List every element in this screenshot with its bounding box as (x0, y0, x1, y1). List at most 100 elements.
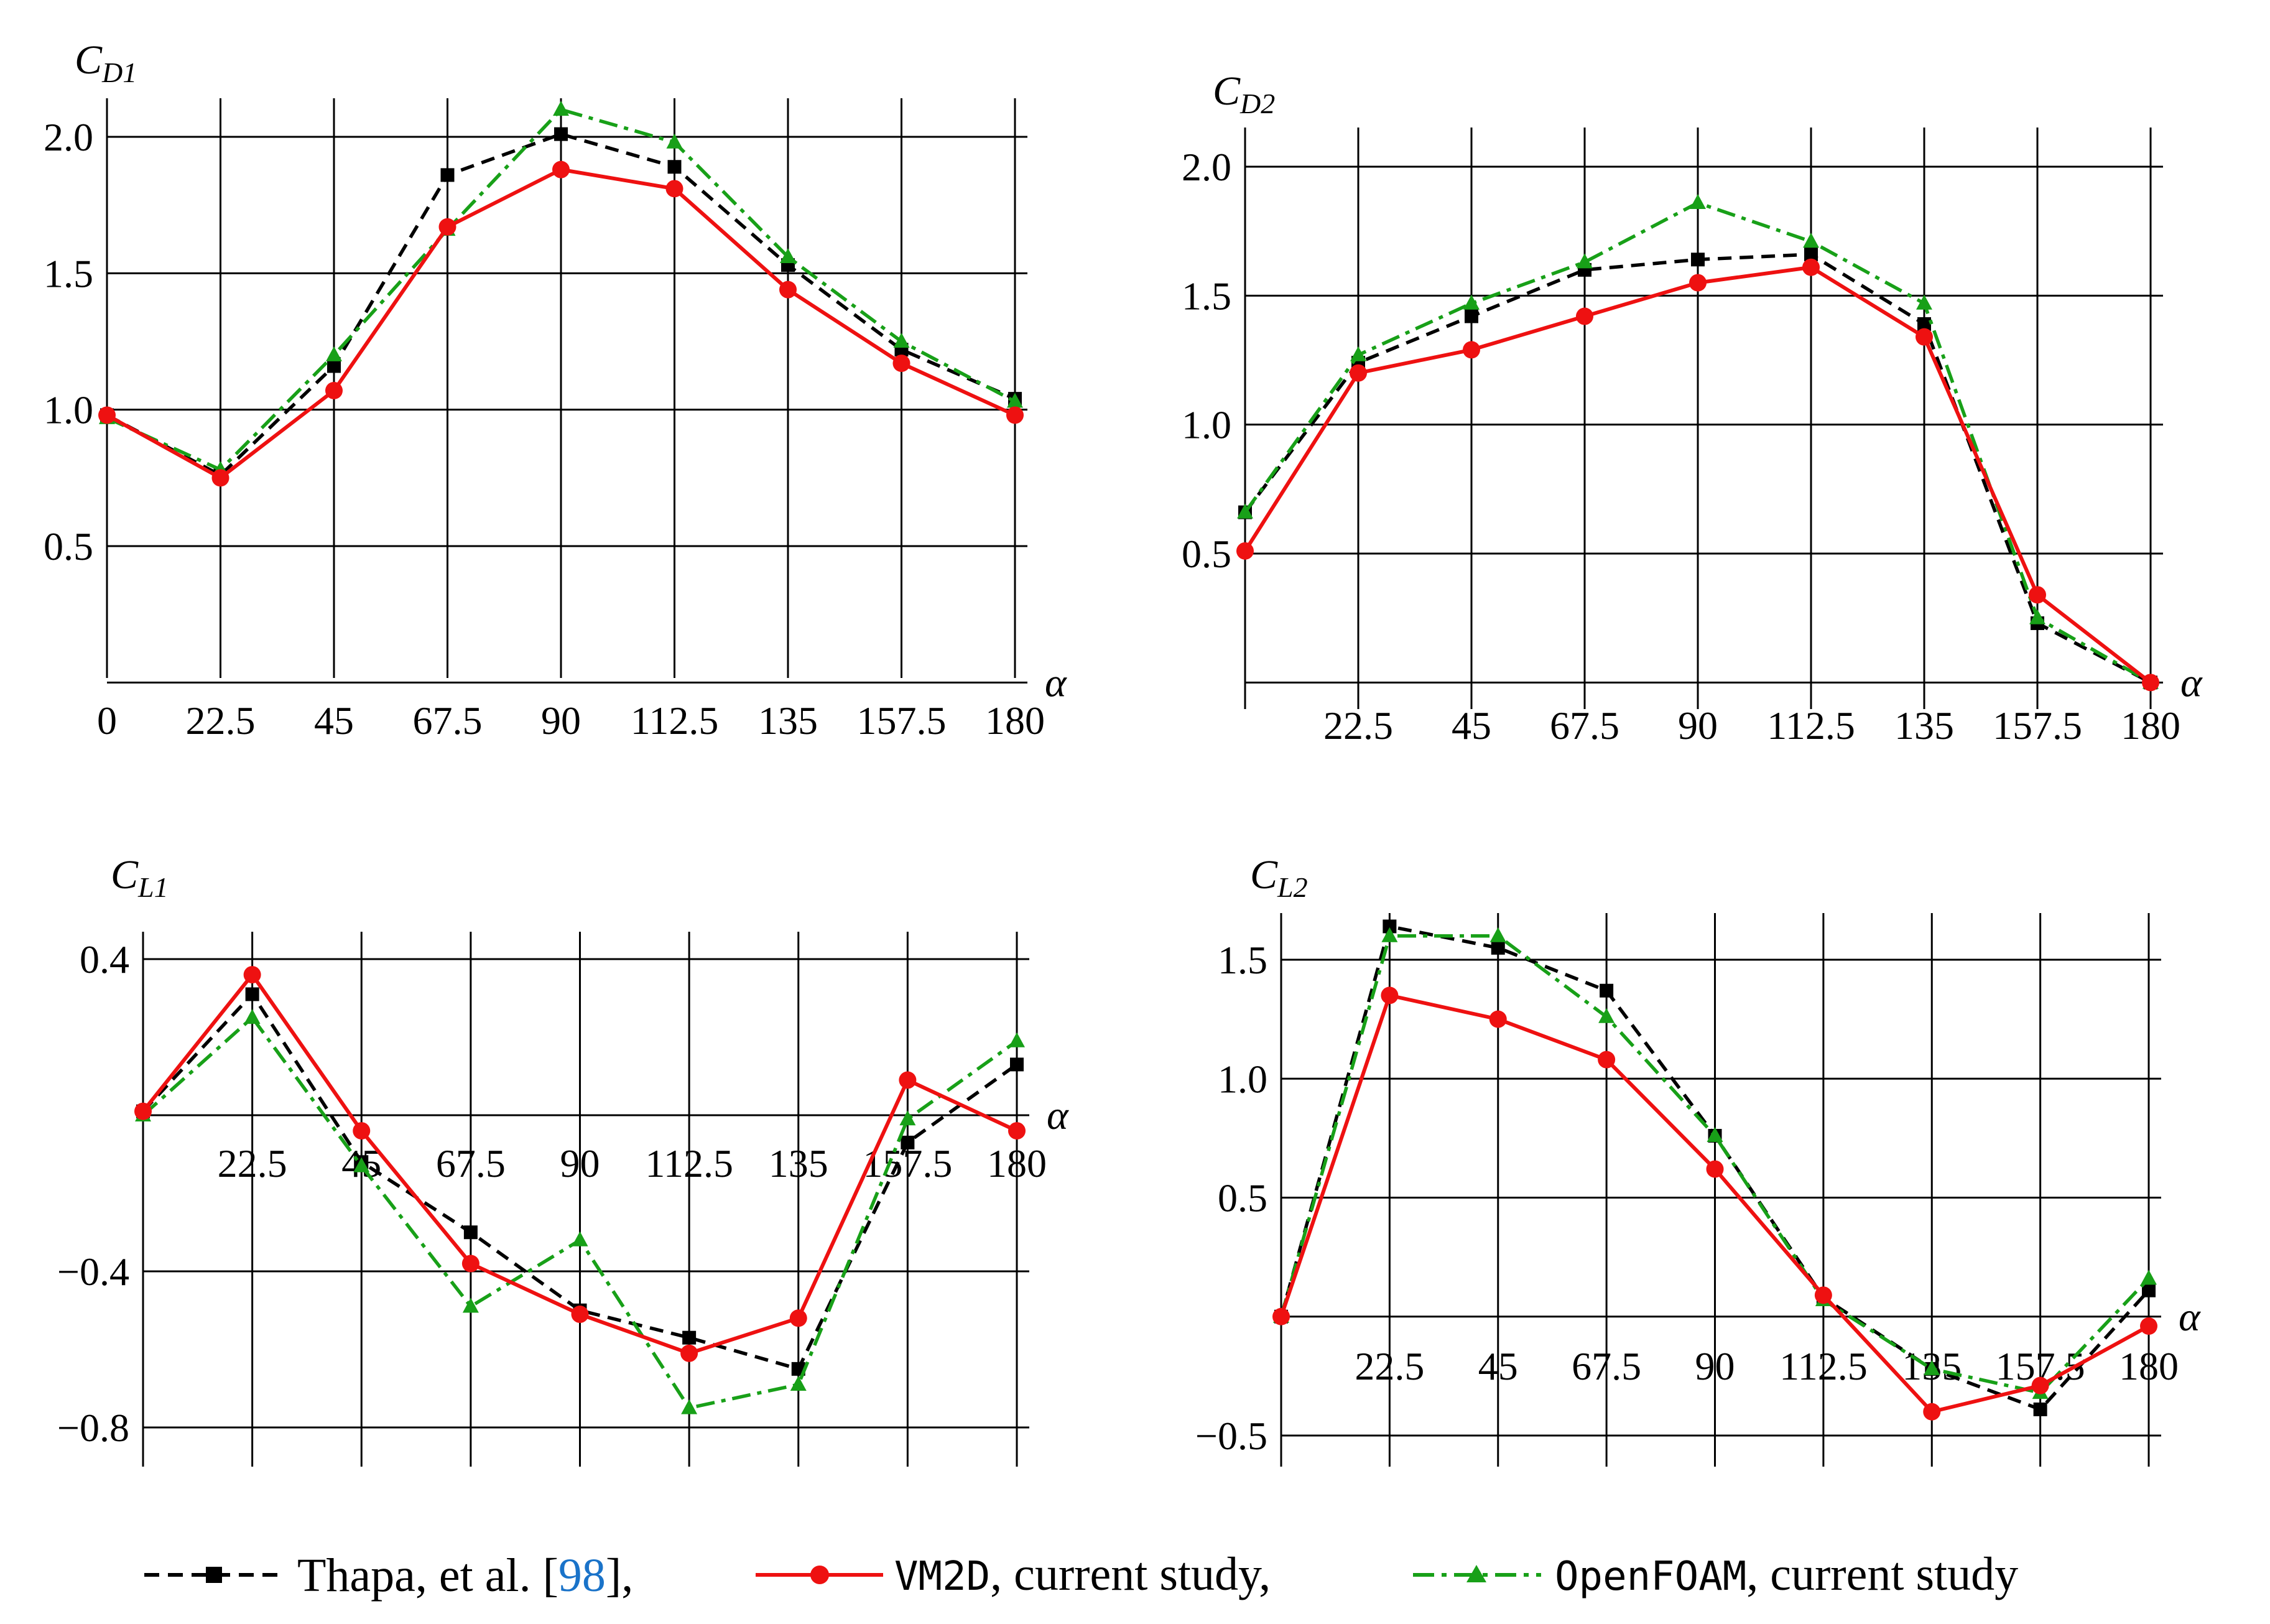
chart-cd2: 0.5 1.0 1.5 2.0 22.5 45 67.5 90 112.5 135 157.5 180… (1182, 68, 2203, 748)
x-axis-label: α (2180, 660, 2203, 705)
point-vm2d (892, 355, 910, 373)
point-vm2d (2142, 674, 2159, 692)
point-vm2d (1923, 1403, 1941, 1421)
x-tick-label: 67.5 (1572, 1344, 1641, 1388)
x-tick-label: 112.5 (1779, 1344, 1868, 1388)
point-thapa (1917, 317, 1931, 331)
legend-item-thapa: Thapa, et al. [98], (144, 1549, 633, 1602)
chart-cd1: 0.5 1.0 1.5 2.0 0 22.5 45 67.5 90 112.5 135 157.5 18… (44, 37, 1067, 743)
point-thapa (667, 160, 682, 174)
x-tick-label: 157.5 (857, 698, 947, 743)
x-axis-label: α (2179, 1294, 2201, 1340)
point-thapa (2033, 1402, 2047, 1416)
legend-swatch-openfoam-marker (1466, 1565, 1486, 1582)
x-tick-label: 0 (97, 698, 117, 743)
point-vm2d (1689, 274, 1707, 292)
series-line-thapa (106, 132, 1016, 477)
point-vm2d (211, 469, 229, 487)
point-openfoam (681, 1399, 698, 1414)
x-tick-label: 22.5 (186, 698, 256, 743)
x-tick-label: 157.5 (1993, 703, 2082, 748)
point-openfoam (1489, 927, 1506, 942)
x-tick-label: 112.5 (645, 1141, 733, 1186)
point-thapa (327, 359, 341, 373)
point-vm2d (1814, 1286, 1832, 1304)
point-openfoam (780, 248, 796, 264)
point-vm2d (1272, 1307, 1290, 1325)
x-tick-label: 22.5 (218, 1141, 287, 1186)
legend-swatch-vm2d-marker (810, 1566, 829, 1584)
series-line-thapa (141, 992, 1018, 1371)
chart-cl2: 1.51.00.5−0.522.54567.590112.5135157.518… (1195, 852, 2201, 1467)
point-vm2d (680, 1344, 698, 1362)
point-vm2d (2140, 1317, 2157, 1335)
x-tick-label: 45 (1478, 1344, 1518, 1388)
x-tick-label: 45 (1452, 703, 1491, 748)
legend-item-openfoam: OpenFOAM, current study (1413, 1548, 2018, 1600)
point-thapa (2142, 1283, 2156, 1297)
point-openfoam (326, 346, 342, 361)
point-vm2d (1576, 307, 1593, 325)
point-vm2d (2029, 586, 2046, 604)
point-thapa (901, 1135, 915, 1149)
legend-label-openfoam: OpenFOAM, current study (1555, 1548, 2018, 1600)
point-vm2d (134, 1102, 152, 1120)
series-line-openfoam (1279, 934, 2150, 1394)
y-tick-label: 1.5 (44, 251, 93, 295)
x-tick-label: 180 (985, 698, 1045, 743)
point-vm2d (461, 1255, 479, 1273)
legend-item-vm2d: VM2D, current study, (756, 1548, 1271, 1600)
point-openfoam (553, 101, 569, 116)
x-tick-label: 112.5 (631, 698, 719, 743)
point-thapa (1383, 919, 1397, 934)
y-tick-label: 2.0 (44, 115, 93, 159)
point-openfoam (353, 1157, 370, 1172)
point-openfoam (572, 1231, 588, 1246)
point-vm2d (665, 180, 683, 198)
point-vm2d (1006, 406, 1024, 424)
x-tick-label: 67.5 (436, 1141, 506, 1186)
point-openfoam (1007, 392, 1023, 408)
point-thapa (1600, 983, 1614, 998)
x-tick-label: 135 (769, 1141, 828, 1186)
y-tick-label: 0.5 (1218, 1176, 1267, 1220)
y-tick-label: 2.0 (1182, 145, 1231, 189)
y-axis-label: CD2 (1213, 68, 1275, 119)
point-openfoam (1381, 927, 1398, 942)
x-tick-label: 135 (1894, 703, 1954, 748)
chart-cl1: 0.4−0.4−0.822.54567.590112.5135157.5180α… (57, 852, 1069, 1467)
point-vm2d (1598, 1051, 1616, 1069)
point-vm2d (1489, 1010, 1507, 1028)
x-tick-label: 45 (314, 698, 354, 743)
point-openfoam (244, 1009, 261, 1024)
point-openfoam (790, 1375, 807, 1391)
x-tick-label: 112.5 (1767, 703, 1855, 748)
legend: Thapa, et al. [98], VM2D, current study,… (144, 1548, 2018, 1602)
series-line-openfoam (106, 108, 1016, 471)
point-vm2d (1916, 328, 1933, 346)
point-vm2d (438, 218, 456, 236)
y-tick-label: 1.5 (1182, 274, 1231, 318)
y-tick-label: 1.5 (1218, 938, 1267, 982)
point-vm2d (98, 406, 116, 424)
point-vm2d (243, 966, 261, 984)
x-tick-label: 180 (987, 1141, 1047, 1186)
legend-swatch-thapa-marker (206, 1567, 222, 1583)
point-thapa (1491, 940, 1505, 955)
point-openfoam (2029, 609, 2045, 624)
y-axis-label: CL1 (111, 852, 169, 903)
x-tick-label: 90 (1695, 1344, 1735, 1388)
point-openfoam (1009, 1032, 1025, 1047)
point-thapa (440, 168, 455, 182)
point-openfoam (1690, 194, 1706, 210)
point-thapa (554, 127, 568, 141)
x-tick-label: 90 (1678, 703, 1718, 748)
point-openfoam (1463, 294, 1480, 310)
x-tick-label: 135 (758, 698, 818, 743)
x-tick-label: 90 (541, 698, 581, 743)
citation-link[interactable]: 98 (558, 1549, 606, 1602)
point-vm2d (779, 281, 797, 299)
point-vm2d (325, 381, 343, 399)
legend-label-vm2d: VM2D, current study, (894, 1548, 1271, 1600)
